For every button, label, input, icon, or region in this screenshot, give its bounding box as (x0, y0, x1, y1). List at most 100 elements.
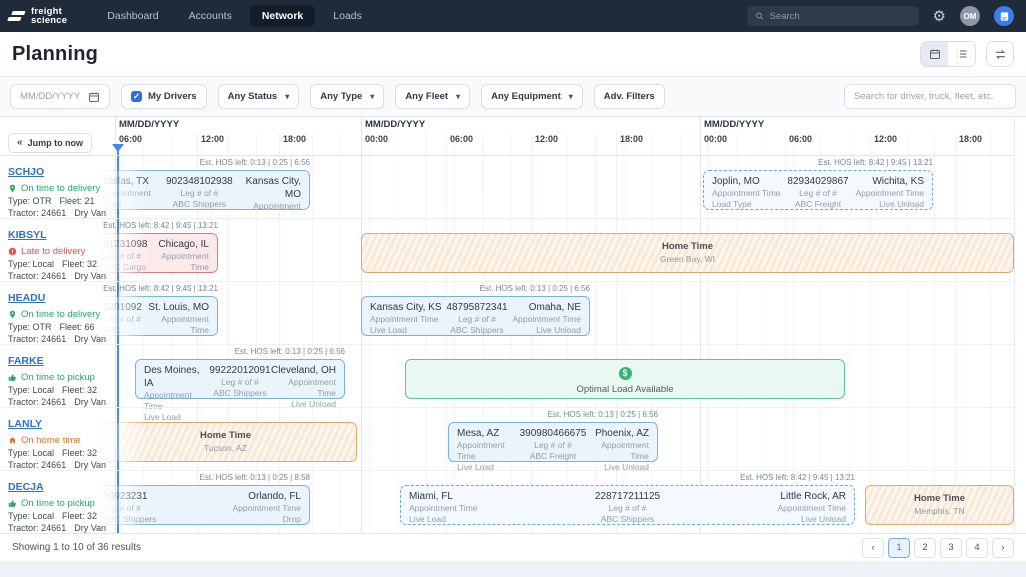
time-tick: 18:00 (959, 134, 983, 144)
home-time-card[interactable]: Home Time Green Bay, WI (361, 233, 1014, 273)
load-number: 82934029867 (787, 176, 849, 187)
global-search-input[interactable] (769, 10, 911, 22)
driver-status: On time to delivery (8, 309, 138, 320)
driver-info: SCHJO On time to delivery Type: OTR Fleet… (8, 162, 138, 218)
any-status-dropdown[interactable]: Any Status ▾ (217, 84, 300, 109)
swap-view-button[interactable] (986, 41, 1014, 67)
avatar[interactable]: OM (960, 6, 980, 26)
my-drivers-checkbox[interactable]: ✓ My Drivers (121, 84, 207, 109)
nav-items: Dashboard Accounts Network Loads (95, 5, 374, 27)
optimal-load-card[interactable]: $ Optimal Load Available (405, 359, 845, 399)
driver-name-link[interactable]: LANLY (8, 418, 43, 430)
driver-status: On time to delivery (8, 183, 138, 194)
home-time-title: Home Time (661, 241, 714, 253)
driver-search-input[interactable] (854, 91, 1006, 102)
alert-icon (8, 247, 17, 255)
driver-info: DECJA On time to pickup Type: Local Fleet… (8, 477, 138, 533)
driver-name-link[interactable]: DECJA (8, 481, 44, 493)
load-number: 228717211125 (594, 491, 661, 502)
brand-line1: freight (31, 5, 62, 17)
origin-city: Kansas City, KS (370, 302, 442, 313)
help-panel-icon[interactable] (994, 6, 1014, 26)
load-number: 81231098 (103, 239, 148, 250)
load-card[interactable]: 00923231 Leg # of # ABC Shippers Orlando, … (95, 485, 310, 525)
pin-icon (9, 310, 16, 318)
prev-page-button[interactable]: ‹ (862, 537, 884, 558)
any-status-label: Any Status (227, 91, 278, 102)
home-time-card[interactable]: Home Time Memphis, TN (865, 485, 1014, 525)
home-time-location: Memphis, TN (914, 505, 965, 516)
page-button-3[interactable]: 3 (940, 537, 962, 558)
chevron-down-icon: ▾ (568, 92, 573, 101)
driver-search[interactable] (844, 84, 1016, 109)
load-number: 902348102938 (165, 176, 233, 187)
dest-city: St. Louis, MO (148, 302, 209, 313)
nav-item-loads[interactable]: Loads (333, 10, 362, 22)
driver-name-link[interactable]: KIBSYL (8, 229, 47, 241)
calendar-view-button[interactable] (921, 42, 948, 66)
page-button-1[interactable]: 1 (888, 537, 910, 558)
load-number: 2201092 (103, 302, 142, 313)
nav-item-dashboard[interactable]: Dashboard (107, 10, 159, 22)
home-icon (9, 436, 16, 443)
gear-icon[interactable]: ⚙ (932, 7, 946, 25)
next-page-button[interactable]: › (992, 537, 1014, 558)
pagination: ‹ 1 2 3 4 › (862, 537, 1014, 558)
any-type-dropdown[interactable]: Any Type ▾ (310, 84, 385, 109)
brand-name: freight science (31, 5, 68, 26)
date-input[interactable] (20, 91, 82, 102)
now-line (117, 151, 119, 533)
adv-filters-button[interactable]: Adv. Filters (593, 84, 665, 109)
driver-name-link[interactable]: HEADU (8, 292, 46, 304)
page-button-2[interactable]: 2 (914, 537, 936, 558)
hos-estimate: Est. HOS left: 0:13 | 0:25 | 6:56 (547, 410, 658, 419)
brand-line2: science (31, 15, 68, 26)
jump-to-now-label: Jump to now (27, 138, 84, 148)
swap-arrows-icon (995, 49, 1005, 59)
driver-name-link[interactable]: FARKE (8, 355, 44, 367)
thumbs-up-icon (8, 499, 16, 507)
global-search[interactable] (746, 6, 919, 26)
hos-estimate: Est. HOS left: 0:13 | 0:25 | 6:56 (479, 284, 590, 293)
any-type-label: Any Type (320, 91, 363, 102)
any-equipment-dropdown[interactable]: Any Equipment ▾ (481, 84, 583, 109)
driver-status: Late to delivery (8, 246, 138, 257)
optimal-load-label: Optimal Load Available (576, 383, 674, 395)
adv-filters-label: Adv. Filters (603, 91, 655, 102)
day2-date: MM/DD/YYYY (365, 119, 426, 130)
home-time-card[interactable]: Home Time Tucson, AZ (95, 422, 357, 462)
view-controls (920, 41, 1014, 67)
driver-status: On time to pickup (8, 372, 138, 383)
nav-item-accounts[interactable]: Accounts (188, 10, 232, 22)
planned-load-card[interactable]: Miami, FL Appointment Time Live Load 22871… (400, 485, 855, 525)
day3-date: MM/DD/YYYY (704, 119, 765, 130)
brand-logo[interactable]: freight science (7, 5, 68, 26)
my-drivers-label: My Drivers (148, 91, 197, 102)
home-time-location: Green Bay, WI (659, 253, 716, 264)
dollar-icon: $ (618, 367, 632, 381)
any-fleet-dropdown[interactable]: Any Fleet ▾ (395, 84, 471, 109)
pin-icon (9, 184, 16, 192)
load-number: 48795872341 (446, 302, 508, 313)
list-view-button[interactable] (948, 42, 975, 66)
load-card[interactable]: Kansas City, KS Appointment Time Live Load… (361, 296, 590, 336)
time-tick: 18:00 (283, 134, 307, 144)
time-tick: 12:00 (874, 134, 898, 144)
planned-load-card[interactable]: Joplin, MO Appointment Time Load Type 8293… (703, 170, 933, 210)
load-number: 390980466675 (519, 428, 587, 439)
hos-estimate: Est. HOS left: 8:42 | 9:45 | 13:21 (103, 284, 218, 293)
time-tick: 18:00 (620, 134, 644, 144)
page-button-4[interactable]: 4 (966, 537, 988, 558)
home-time-title: Home Time (199, 430, 252, 442)
page-header: Planning (0, 32, 1026, 77)
load-card[interactable]: Mesa, AZ Appointment Time Live Load 390980… (448, 422, 658, 472)
nav-item-network[interactable]: Network (249, 5, 316, 27)
jump-to-now-button[interactable]: « Jump to now (8, 133, 93, 153)
driver-name-link[interactable]: SCHJO (8, 166, 45, 178)
origin-city: Des Moines, IA (144, 365, 200, 389)
driver-status: On home time (8, 435, 138, 446)
date-picker[interactable] (10, 84, 110, 109)
load-number: 00923231 (103, 491, 148, 502)
